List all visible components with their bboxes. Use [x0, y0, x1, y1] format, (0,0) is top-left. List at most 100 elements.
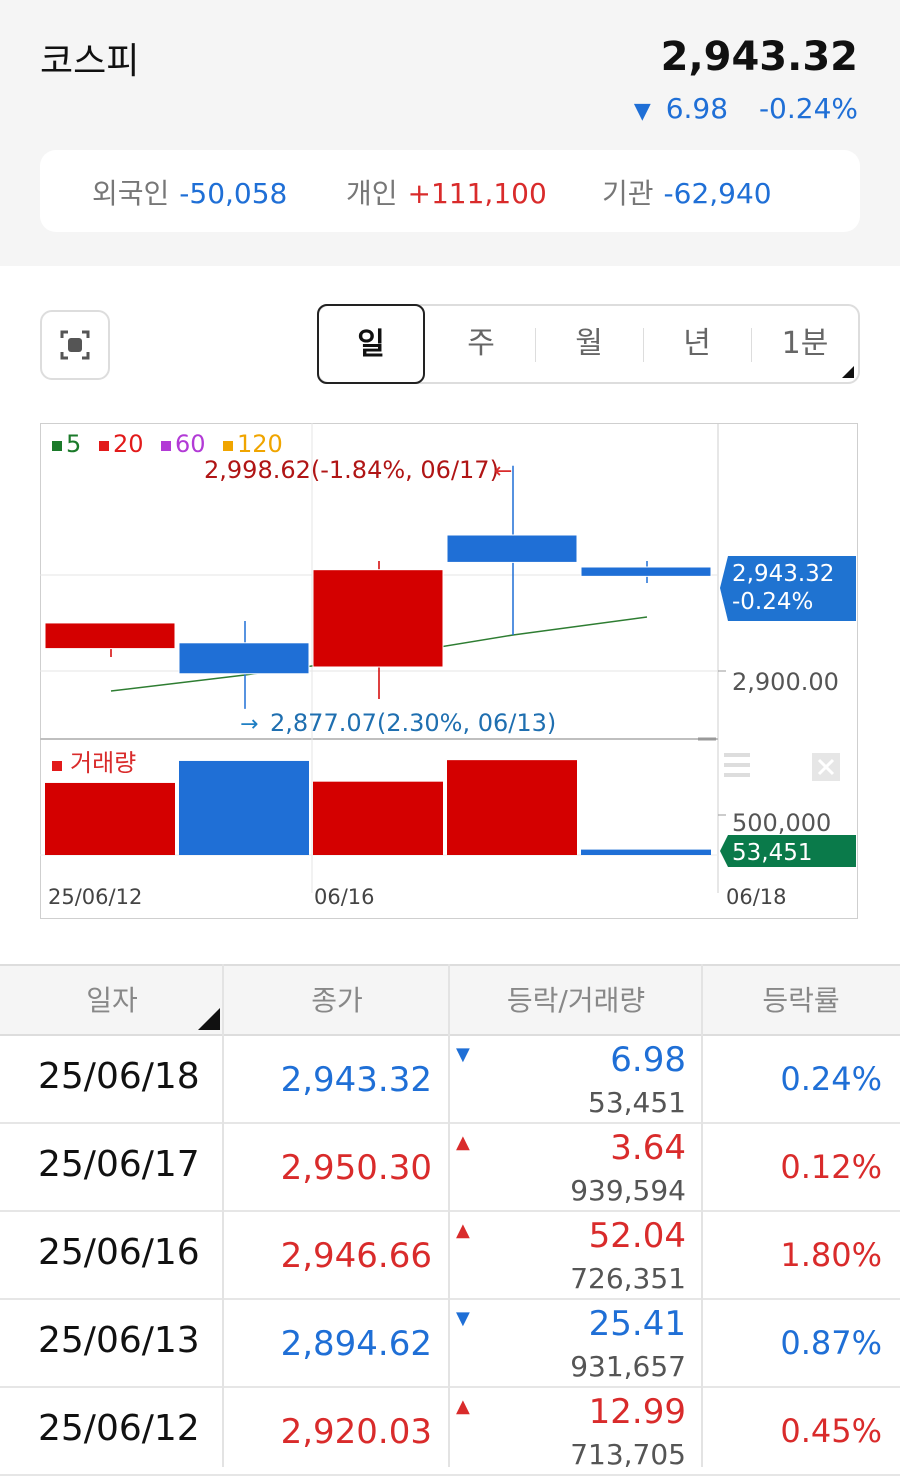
table-header: 일자 종가 등락/거래량 등락률 — [0, 964, 900, 1036]
column-divider — [701, 964, 703, 1467]
row-date: 25/06/17 — [38, 1144, 200, 1185]
investor-institution: 기관 -62,940 — [602, 172, 772, 212]
header-date[interactable]: 일자 — [86, 984, 138, 1017]
index-price: 2,943.32 — [660, 34, 858, 80]
candle-body[interactable] — [580, 566, 712, 577]
row-rate: 1.80% — [780, 1236, 882, 1274]
legend-swatch — [161, 441, 171, 451]
menu-icon[interactable] — [724, 753, 750, 777]
tab-year[interactable]: 년 — [683, 326, 711, 361]
row-rate: 0.87% — [780, 1324, 882, 1362]
row-volume: 939,594 — [570, 1174, 686, 1207]
investor-label: 개인 — [346, 177, 398, 210]
divider — [643, 328, 644, 362]
row-date: 25/06/13 — [38, 1320, 200, 1361]
row-change: 12.99 — [588, 1392, 686, 1432]
table-row[interactable]: 25/06/13 2,894.62 ▼ 25.41 931,657 0.87% — [0, 1300, 900, 1388]
tab-minute[interactable]: 1분 — [781, 326, 829, 361]
up-arrow-icon: ▲ — [456, 1396, 470, 1417]
legend-swatch — [52, 441, 62, 451]
legend-swatch — [99, 441, 109, 451]
candle-body[interactable] — [446, 534, 578, 563]
table-row[interactable]: 25/06/16 2,946.66 ▲ 52.04 726,351 1.80% — [0, 1212, 900, 1300]
volume-layer — [45, 760, 711, 855]
ma-legend: 5 20 60 120 — [52, 430, 283, 458]
row-change: 3.64 — [610, 1128, 686, 1168]
row-volume: 931,657 — [570, 1350, 686, 1383]
legend-label: 60 — [175, 430, 206, 458]
close-icon[interactable] — [812, 753, 840, 781]
table-row[interactable]: 25/06/12 2,920.03 ▲ 12.99 713,705 0.45% — [0, 1388, 900, 1476]
investor-foreign: 외국인 -50,058 — [92, 172, 287, 212]
up-arrow-icon: ▲ — [456, 1220, 470, 1241]
x-label: 06/18 — [726, 885, 787, 909]
high-label: 2,998.62(-1.84%, 06/17) — [204, 456, 499, 484]
row-date: 25/06/16 — [38, 1232, 200, 1273]
capture-button[interactable] — [40, 310, 110, 380]
divider — [751, 328, 752, 362]
index-name: 코스피 — [40, 41, 140, 82]
column-divider — [222, 964, 224, 1467]
candle-body[interactable] — [312, 569, 444, 668]
table-row[interactable]: 25/06/18 2,943.32 ▼ 6.98 53,451 0.24% — [0, 1036, 900, 1124]
capture-icon — [60, 330, 90, 360]
dropdown-corner-icon — [842, 366, 854, 378]
row-close: 2,894.62 — [280, 1324, 432, 1364]
volume-bar[interactable] — [179, 760, 309, 855]
row-change: 25.41 — [588, 1304, 686, 1344]
index-summary: 코스피 2,943.32 ▼ 6.98 -0.24% 외국인 -50,058 개인… — [0, 0, 900, 266]
change-value: 6.98 — [665, 92, 729, 125]
row-date: 25/06/12 — [38, 1408, 200, 1449]
row-rate: 0.12% — [780, 1148, 882, 1186]
down-arrow-icon: ▼ — [456, 1044, 470, 1065]
volume-tick-label: 500,000 — [732, 809, 831, 837]
volume-legend-swatch — [52, 761, 62, 771]
investor-value: +111,100 — [407, 177, 547, 210]
sort-indicator-icon — [198, 1008, 220, 1030]
volume-bar[interactable] — [45, 782, 175, 855]
legend-label: 5 — [66, 430, 81, 458]
right-arrow-icon: → — [240, 712, 258, 737]
x-label: 06/16 — [314, 885, 375, 909]
tab-week[interactable]: 주 — [467, 326, 495, 361]
row-change: 6.98 — [610, 1040, 686, 1080]
row-close: 2,950.30 — [280, 1148, 432, 1188]
current-volume-badge — [720, 835, 856, 867]
row-volume: 53,451 — [588, 1086, 686, 1119]
row-date: 25/06/18 — [38, 1056, 200, 1097]
legend-label: 20 — [113, 430, 144, 458]
column-divider — [448, 964, 450, 1467]
period-selector: 일 주 월 년 1분 — [317, 304, 860, 384]
investor-individual: 개인 +111,100 — [346, 172, 547, 212]
investor-summary: 외국인 -50,058 개인 +111,100 기관 -62,940 — [40, 150, 860, 232]
current-price-change: -0.24% — [732, 589, 813, 615]
divider — [535, 328, 536, 362]
change-percent: -0.24% — [758, 92, 858, 125]
volume-bar[interactable] — [313, 781, 443, 855]
left-arrow-icon: ← — [494, 459, 512, 484]
investor-value: -62,940 — [663, 177, 772, 210]
candle-body[interactable] — [178, 642, 310, 675]
row-close: 2,946.66 — [280, 1236, 432, 1276]
x-label: 25/06/12 — [48, 885, 142, 909]
down-arrow-icon: ▼ — [633, 99, 651, 124]
index-change: ▼ 6.98 -0.24% — [634, 92, 858, 125]
price-chart[interactable]: 5 20 60 120 2,998.62(-1.84%, 06/17) ← → 2,8… — [40, 423, 860, 920]
tab-month[interactable]: 월 — [575, 326, 603, 361]
low-label: 2,877.07(2.30%, 06/13) — [270, 709, 556, 737]
header-rate: 등락률 — [762, 984, 840, 1017]
candle-body[interactable] — [44, 622, 176, 650]
header-change-volume: 등락/거래량 — [506, 984, 646, 1017]
volume-bar[interactable] — [447, 760, 577, 855]
down-arrow-icon: ▼ — [456, 1308, 470, 1329]
investor-label: 기관 — [602, 177, 654, 210]
row-volume: 713,705 — [570, 1438, 686, 1471]
tab-day[interactable]: 일 — [317, 304, 425, 384]
table-row[interactable]: 25/06/17 2,950.30 ▲ 3.64 939,594 0.12% — [0, 1124, 900, 1212]
current-price-badge — [720, 556, 856, 621]
volume-bar[interactable] — [581, 849, 711, 855]
current-price-value: 2,943.32 — [732, 561, 834, 587]
legend-swatch — [223, 441, 233, 451]
legend-label: 120 — [237, 430, 283, 458]
price-tick-label: 2,900.00 — [732, 668, 839, 696]
